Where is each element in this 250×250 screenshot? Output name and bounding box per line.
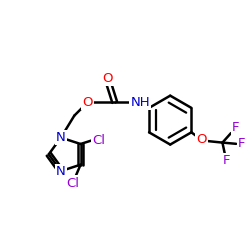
Text: Cl: Cl bbox=[92, 134, 106, 147]
Text: Cl: Cl bbox=[67, 176, 80, 190]
Text: F: F bbox=[222, 154, 230, 167]
Text: NH: NH bbox=[130, 96, 150, 109]
Text: N: N bbox=[56, 164, 66, 177]
Text: O: O bbox=[102, 72, 113, 86]
Text: O: O bbox=[82, 96, 93, 109]
Text: F: F bbox=[238, 137, 245, 150]
Text: F: F bbox=[232, 121, 240, 134]
Text: O: O bbox=[196, 133, 207, 146]
Text: N: N bbox=[56, 131, 66, 144]
